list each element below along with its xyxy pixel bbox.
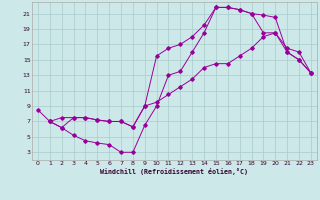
X-axis label: Windchill (Refroidissement éolien,°C): Windchill (Refroidissement éolien,°C) bbox=[100, 168, 248, 175]
